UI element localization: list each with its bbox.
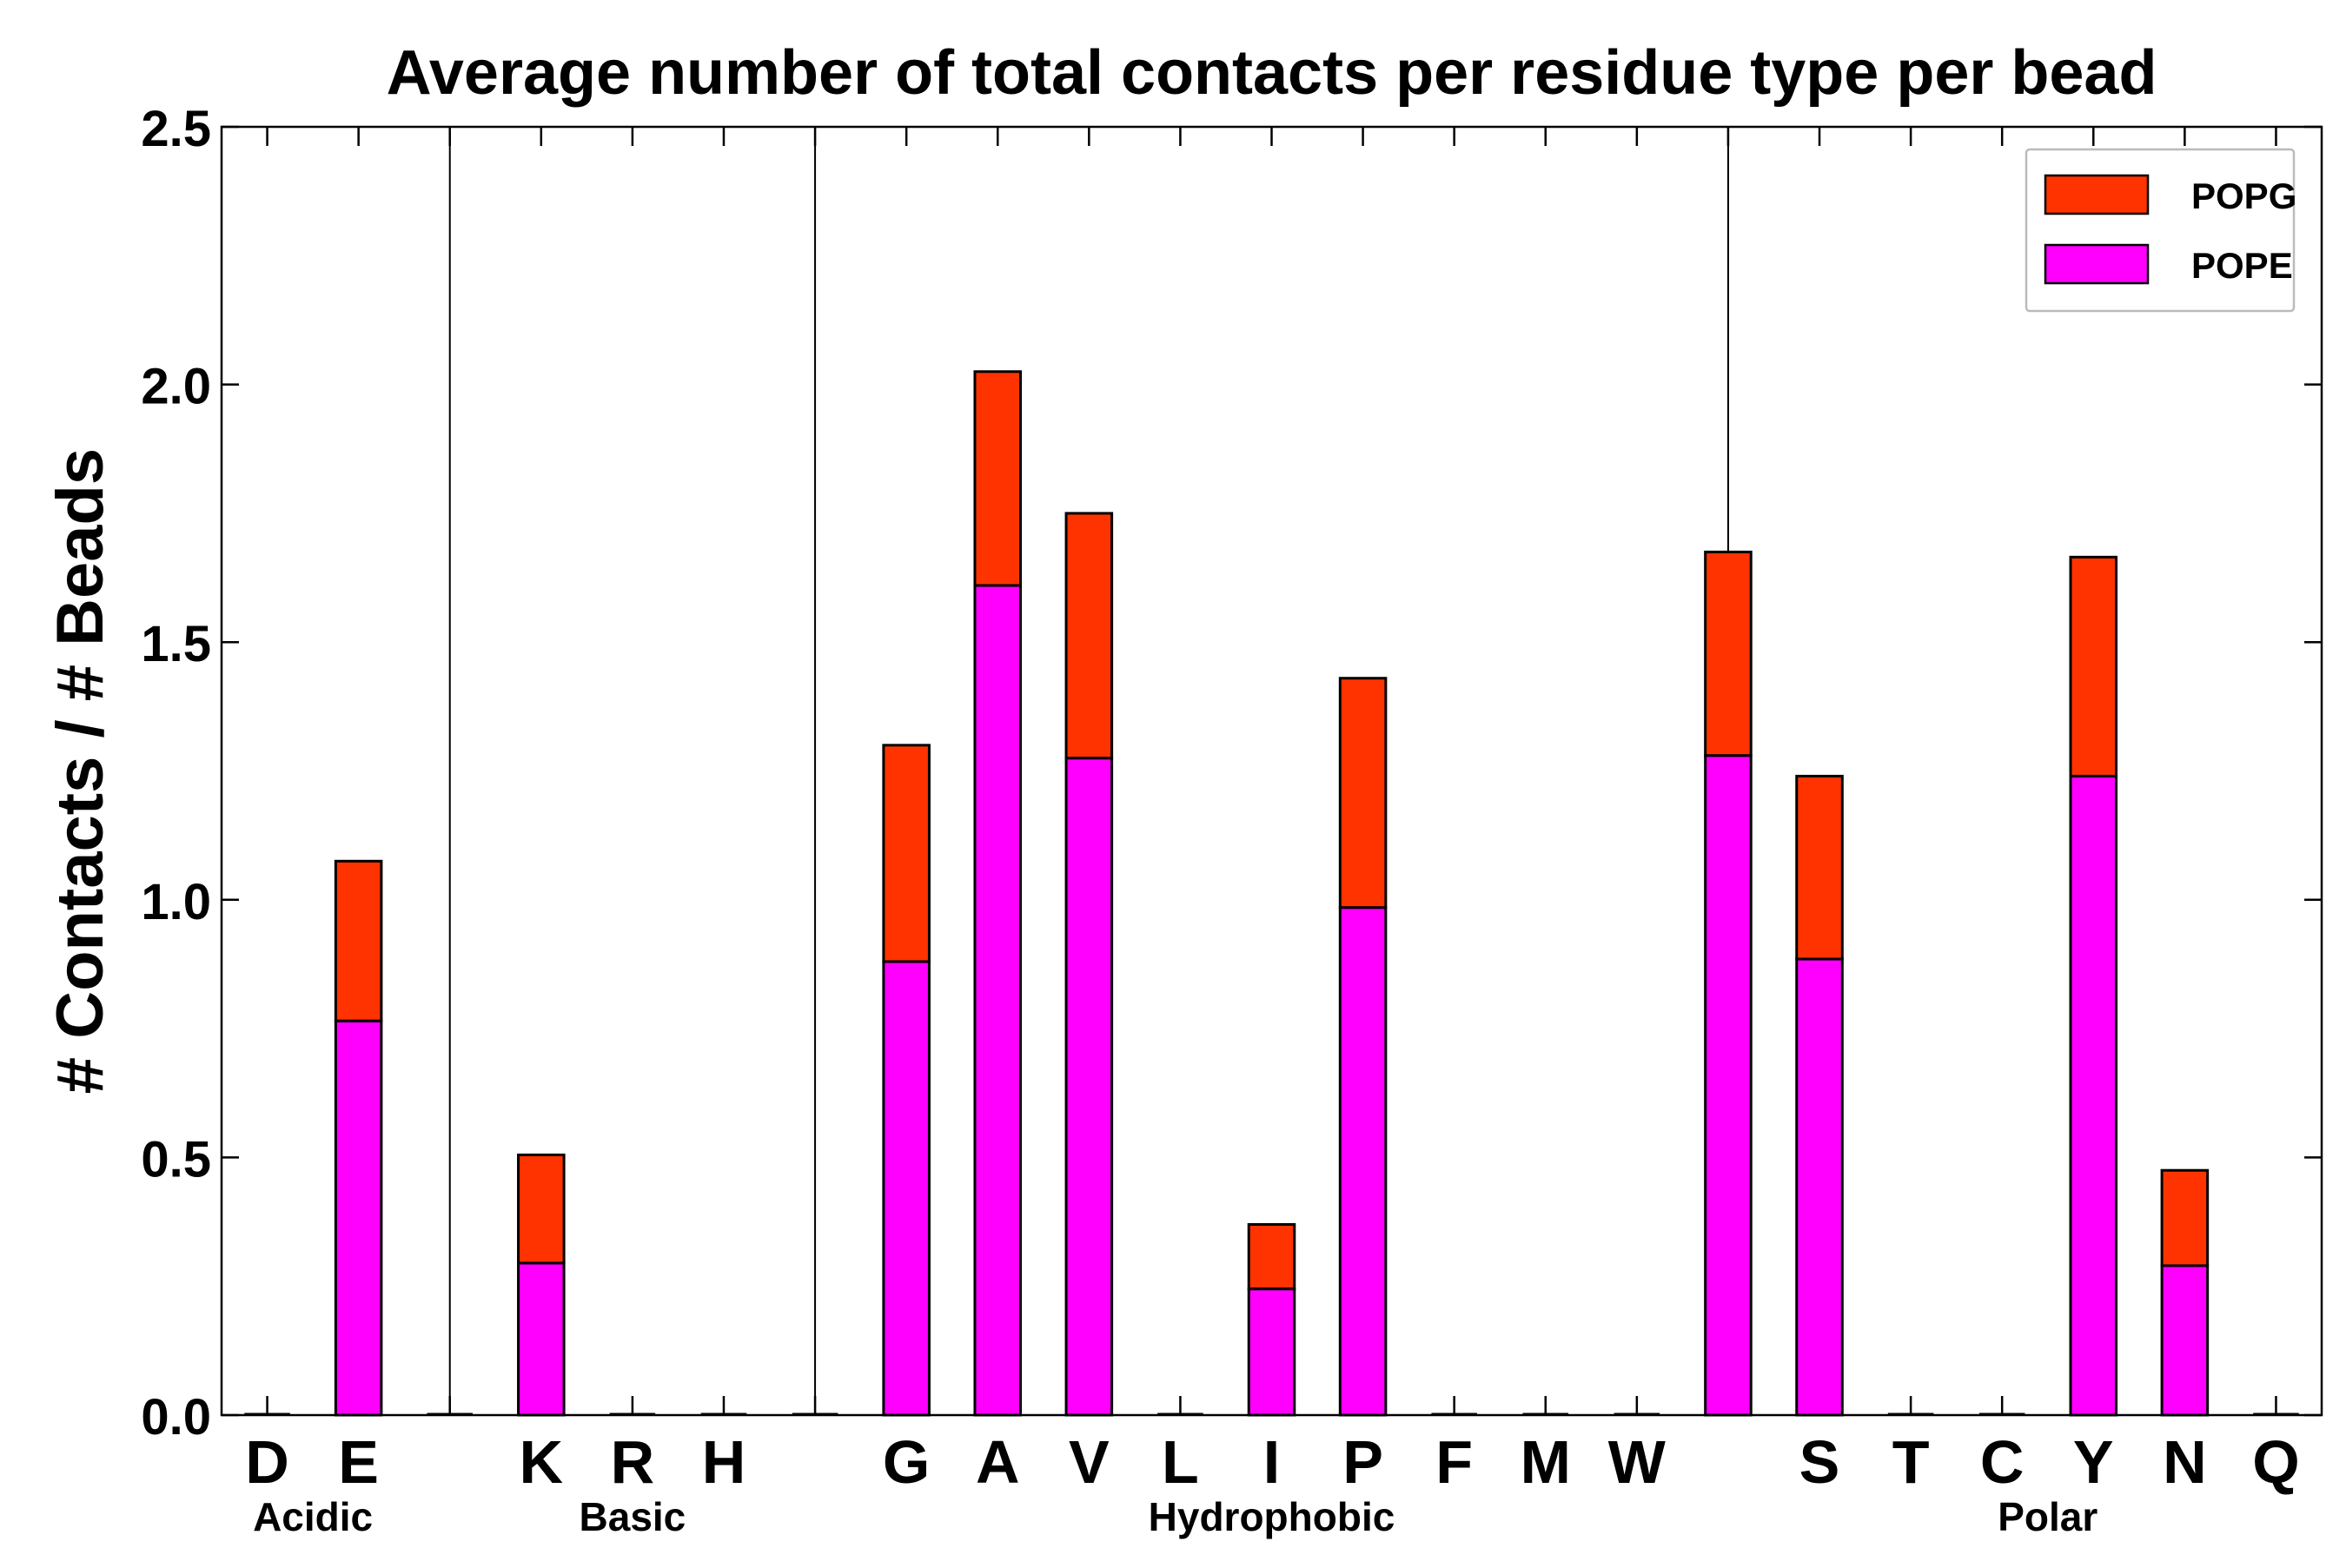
bar-popg-K[interactable]: [517, 1153, 566, 1265]
bar-pope-S[interactable]: [1795, 957, 1844, 1417]
y-axis-label: # Contacts / # Beads: [43, 448, 117, 1094]
group-label-polar: Polar: [1998, 1494, 2097, 1539]
bar-pope-G[interactable]: [882, 960, 931, 1417]
bar-popg-A[interactable]: [973, 370, 1023, 587]
bar-popg-Y[interactable]: [2069, 555, 2118, 777]
bar-pope-V[interactable]: [1064, 757, 1114, 1417]
x-category-label: H: [702, 1428, 746, 1496]
x-category-label: S: [1799, 1428, 1840, 1496]
y-tick-label: 2.0: [141, 359, 211, 415]
x-category-label: C: [1980, 1428, 2025, 1496]
x-category-label: Y: [2073, 1428, 2114, 1496]
y-tick-label: 0.0: [141, 1389, 211, 1446]
y-tick-label: 1.5: [141, 616, 211, 672]
bar-pope-gap[interactable]: [1704, 754, 1753, 1417]
bar-popg-V[interactable]: [1064, 512, 1114, 760]
bar-popg-E[interactable]: [334, 859, 383, 1022]
x-category-label: T: [1892, 1428, 1930, 1496]
y-tick-label: 2.5: [141, 101, 211, 157]
x-category-label: N: [2163, 1428, 2207, 1496]
x-category-label: G: [883, 1428, 930, 1496]
x-category-label: P: [1342, 1428, 1383, 1496]
group-label-hydrophobic: Hydrophobic: [1149, 1494, 1395, 1539]
bar-pope-P[interactable]: [1338, 906, 1388, 1417]
x-category-label: M: [1521, 1428, 1571, 1496]
x-category-label: L: [1162, 1428, 1199, 1496]
bar-pope-A[interactable]: [973, 584, 1023, 1417]
x-category-label: I: [1263, 1428, 1280, 1496]
y-tick-label: 0.5: [141, 1131, 211, 1188]
x-category-label: E: [338, 1428, 379, 1496]
legend-box: [2025, 148, 2296, 313]
x-category-label: K: [520, 1428, 564, 1496]
bar-popg-G[interactable]: [882, 744, 931, 963]
group-label-basic: Basic: [580, 1494, 686, 1539]
bar-popg-S[interactable]: [1795, 774, 1844, 961]
bar-pope-I[interactable]: [1247, 1287, 1296, 1417]
x-category-label: D: [245, 1428, 289, 1496]
group-label-acidic: Acidic: [253, 1494, 373, 1539]
legend-label-popg: POPG: [2191, 175, 2296, 216]
bar-popg-gap[interactable]: [1704, 550, 1753, 758]
x-category-label: R: [611, 1428, 655, 1496]
bar-pope-N[interactable]: [2160, 1264, 2210, 1417]
x-category-label: V: [1069, 1428, 1110, 1496]
x-category-label: W: [1608, 1428, 1666, 1496]
x-category-label: Q: [2252, 1428, 2299, 1496]
x-category-label: F: [1435, 1428, 1473, 1496]
legend-swatch-pope: [2044, 243, 2150, 285]
y-tick-label: 1.0: [141, 874, 211, 930]
x-category-label: A: [976, 1428, 1020, 1496]
chart-title: Average number of total contacts per res…: [387, 38, 2157, 108]
bar-popg-I[interactable]: [1247, 1223, 1296, 1291]
bar-pope-Y[interactable]: [2069, 774, 2118, 1417]
bar-popg-N[interactable]: [2160, 1168, 2210, 1267]
bar-popg-P[interactable]: [1338, 677, 1388, 910]
bar-pope-K[interactable]: [517, 1261, 566, 1417]
legend-swatch-popg: [2044, 174, 2150, 215]
legend-label-pope: POPE: [2191, 245, 2293, 286]
bar-pope-E[interactable]: [334, 1019, 383, 1417]
